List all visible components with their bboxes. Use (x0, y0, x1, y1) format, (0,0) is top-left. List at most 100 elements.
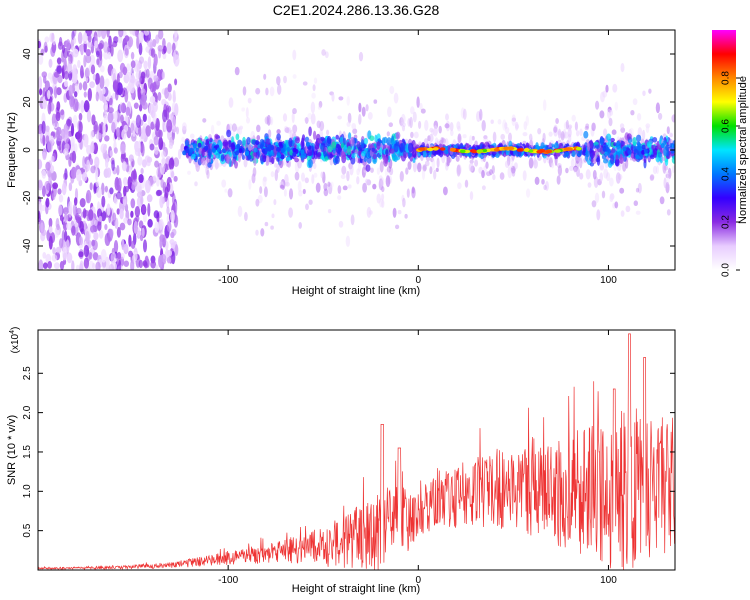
heatmap-cell (432, 147, 439, 151)
heatmap-cell (445, 162, 450, 167)
heatmap-cell (273, 145, 278, 156)
heatmap-cell (102, 122, 106, 136)
heatmap-cell (56, 65, 63, 75)
heatmap-cell (340, 151, 346, 160)
heatmap-cell (69, 95, 75, 108)
heatmap-cell (459, 149, 466, 154)
heatmap-cell (265, 87, 269, 96)
heatmap-cell (418, 147, 426, 151)
heatmap-cell (47, 101, 52, 115)
heatmap-cell (635, 154, 640, 160)
heatmap-cell (545, 149, 553, 154)
heatmap-cell (245, 150, 250, 156)
heatmap-cell (95, 261, 101, 270)
snr-multiplier-base: (x104) (9, 327, 21, 354)
heatmap-cell (64, 143, 70, 151)
heatmap-cell (76, 130, 83, 143)
heatmap-cell (590, 157, 594, 163)
heatmap-cell (207, 162, 212, 168)
heatmap-y-tick-label: -20 (22, 190, 33, 205)
heatmap-cell (491, 165, 495, 175)
heatmap-cell (51, 171, 57, 182)
heatmap-cell (288, 188, 294, 200)
heatmap-cell (553, 126, 558, 133)
heatmap-cell (115, 127, 121, 138)
heatmap-cell (615, 172, 621, 184)
heatmap-cell (109, 97, 113, 106)
heatmap-cell (56, 223, 60, 231)
heatmap-cell (220, 154, 225, 162)
heatmap-cell (362, 182, 368, 193)
heatmap-cell (238, 125, 244, 130)
heatmap-cell (143, 60, 148, 70)
heatmap-cell (357, 146, 362, 152)
heatmap-cell (128, 234, 132, 247)
heatmap-x-tick-label: -100 (218, 275, 238, 286)
heatmap-cell (540, 142, 545, 150)
heatmap-cell (118, 259, 122, 270)
heatmap-cell (571, 150, 576, 158)
heatmap-cell (338, 96, 344, 101)
heatmap-cell (113, 36, 119, 44)
heatmap-cell (122, 177, 128, 186)
heatmap-y-tick-label: 40 (22, 48, 33, 60)
heatmap-cell (221, 148, 226, 154)
heatmap-cell (83, 100, 90, 113)
heatmap-cell (610, 137, 615, 143)
heatmap-cell (116, 164, 120, 176)
heatmap-cell (312, 84, 316, 92)
heatmap-cell (316, 152, 322, 157)
heatmap-cell (83, 54, 87, 68)
heatmap-cell (133, 251, 138, 262)
heatmap-cell (278, 141, 283, 147)
heatmap-cell (323, 150, 327, 157)
heatmap-cell (71, 225, 76, 236)
heatmap-cell (583, 144, 587, 154)
heatmap-cell (158, 219, 163, 231)
heatmap-cell (67, 61, 73, 74)
heatmap-cell (164, 87, 169, 99)
heatmap-cell (103, 114, 108, 126)
heatmap-cell (548, 131, 553, 137)
heatmap-cell (533, 156, 537, 166)
heatmap-cell (124, 47, 129, 56)
heatmap-cell (353, 137, 358, 144)
heatmap-cell (124, 89, 129, 103)
heatmap-cell (164, 186, 169, 199)
heatmap-cell (87, 41, 93, 48)
heatmap-cell (516, 148, 522, 152)
heatmap-cell (174, 102, 179, 116)
heatmap-cell (234, 66, 240, 76)
heatmap-cell (125, 106, 131, 116)
heatmap-cell (221, 179, 227, 188)
heatmap-cell (157, 44, 163, 52)
heatmap-cell (490, 119, 494, 124)
heatmap-cell (305, 203, 309, 211)
heatmap-cell (492, 174, 496, 181)
heatmap-cell (426, 147, 434, 152)
heatmap-cell (351, 153, 356, 159)
heatmap-cell (92, 252, 99, 261)
heatmap-cell (57, 204, 63, 216)
heatmap-cell (460, 107, 465, 119)
heatmap-cell (104, 78, 110, 88)
heatmap-cell (664, 157, 669, 166)
heatmap-cell (606, 172, 611, 182)
heatmap-cell (599, 165, 605, 171)
heatmap-cell (599, 137, 604, 146)
heatmap-cell (94, 40, 98, 49)
heatmap-cell (79, 197, 86, 208)
heatmap-cell (420, 108, 426, 114)
heatmap-cell (47, 260, 52, 269)
heatmap-cell (64, 123, 69, 138)
heatmap-cell (172, 89, 176, 101)
heatmap-cell (666, 209, 671, 216)
heatmap-cell (264, 147, 269, 152)
heatmap-cell (45, 125, 50, 133)
heatmap-cell (388, 122, 393, 128)
heatmap-cell (399, 171, 404, 182)
heatmap-cell (85, 230, 90, 245)
heatmap-cell (63, 211, 69, 224)
heatmap-cell (130, 198, 136, 209)
heatmap-cell (150, 48, 156, 58)
